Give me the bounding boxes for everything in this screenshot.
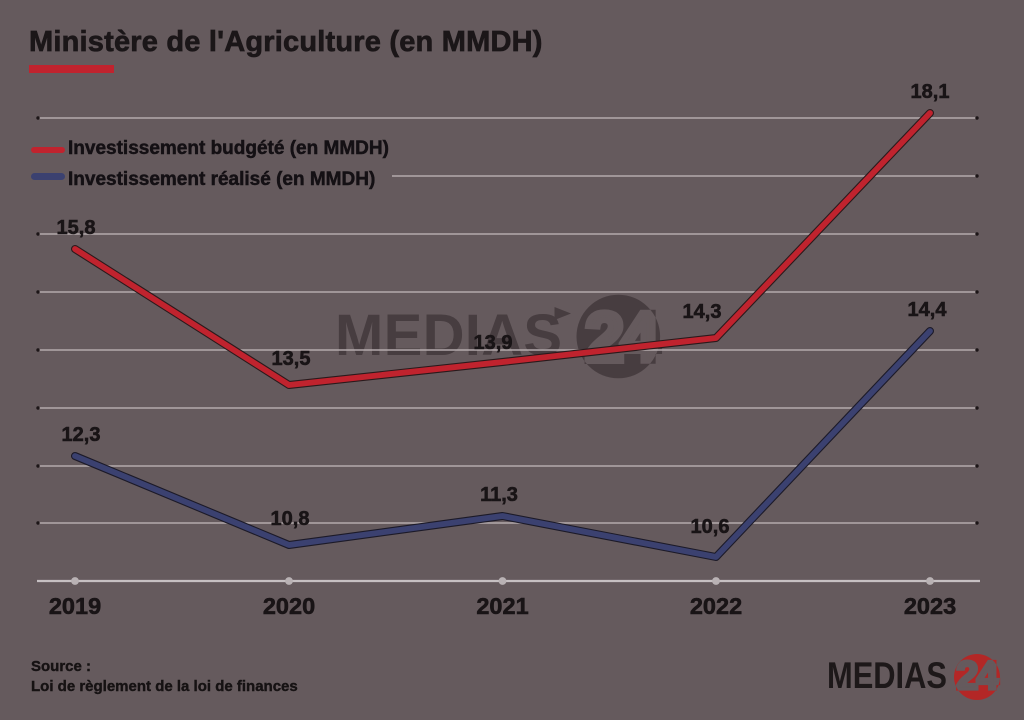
svg-text:24: 24 <box>956 654 999 698</box>
svg-text:24: 24 <box>956 654 999 698</box>
svg-text:MEDIAS: MEDIAS <box>827 655 947 696</box>
svg-text:24: 24 <box>585 298 659 376</box>
svg-text:24: 24 <box>585 298 659 376</box>
